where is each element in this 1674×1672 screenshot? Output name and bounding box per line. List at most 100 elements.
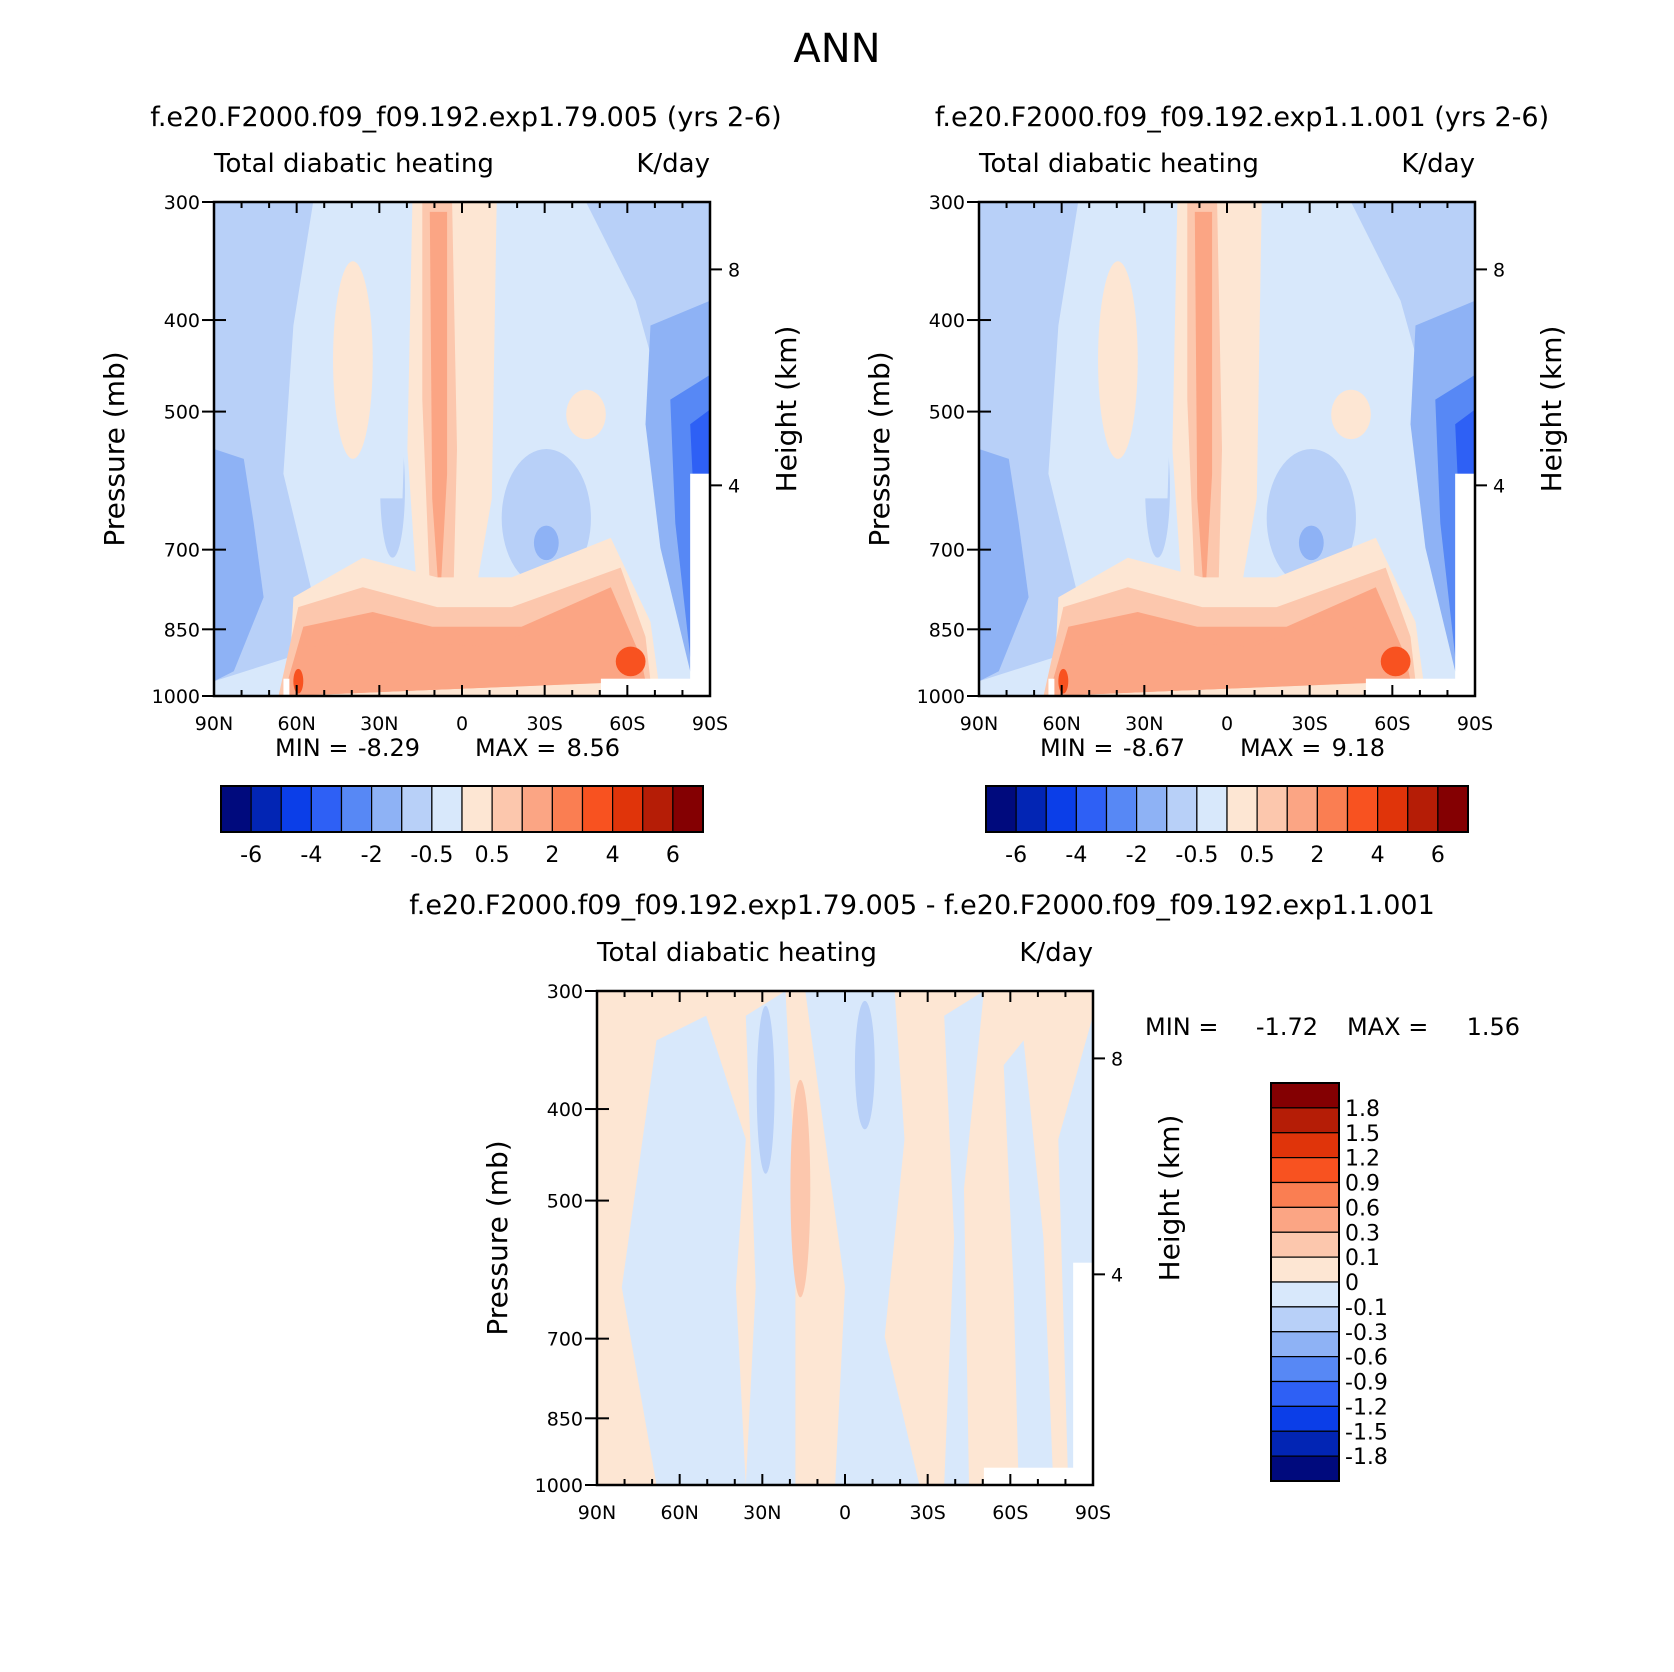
x-tick-label: 60N: [660, 1502, 698, 1524]
height-tick-label: 4: [1493, 475, 1505, 497]
colorbar-box: [431, 785, 463, 833]
chart-title: Total diabatic heating: [596, 938, 877, 968]
x-tick-label: 60S: [992, 1502, 1028, 1524]
sh-subtropic-cooling: [1266, 448, 1356, 588]
diff-warm-core: [790, 1079, 811, 1298]
colorbar-box: [1270, 1107, 1340, 1134]
x-tick-label: 30S: [1292, 713, 1328, 735]
y-tick-label: 1000: [535, 1475, 583, 1497]
colorbar-box: [1226, 785, 1258, 833]
y-tick-label: 300: [164, 192, 200, 214]
x-tick-label: 30N: [743, 1502, 781, 1524]
colorbar-label: -1.2: [1345, 1395, 1388, 1420]
y-axis-label: Pressure (mb): [481, 1140, 514, 1335]
missing-region: [1455, 473, 1475, 696]
colorbar-box: [1377, 785, 1409, 833]
nh-mid-warming: [333, 261, 373, 459]
x-tick-label: 30N: [1125, 713, 1163, 735]
colorbar-box: [371, 785, 403, 833]
x-tick-label: 0: [839, 1502, 851, 1524]
colorbar-box: [1256, 785, 1288, 833]
colorbar-label: 1.5: [1345, 1122, 1380, 1147]
y-tick-label: 850: [929, 619, 965, 641]
colorbar-label: -0.6: [1345, 1346, 1388, 1371]
run-title: f.e20.F2000.f09_f09.192.exp1.79.005 - f.…: [409, 890, 1435, 921]
pbl-max-nh: [1058, 668, 1069, 694]
diff-cool-core: [854, 1000, 875, 1130]
sh-subtropic-core: [533, 525, 559, 561]
x-tick-label: 60N: [277, 713, 315, 735]
colorbar-box: [491, 785, 523, 833]
contour-field: [979, 202, 1475, 696]
max-label: MAX =: [1240, 734, 1321, 762]
colorbar-box: [1270, 1331, 1340, 1358]
colorbar-label: -0.5: [410, 843, 453, 868]
run-title: f.e20.F2000.f09_f09.192.exp1.1.001 (yrs …: [935, 102, 1549, 133]
colorbar-box: [1286, 785, 1318, 833]
chart-title: Total diabatic heating: [978, 149, 1259, 179]
colorbar-label: 2: [545, 843, 559, 868]
colorbar-box: [1015, 785, 1047, 833]
colorbar-label: -1.5: [1345, 1420, 1388, 1445]
run-title: f.e20.F2000.f09_f09.192.exp1.79.005 (yrs…: [150, 102, 781, 133]
min-value: -8.67: [1123, 734, 1185, 762]
colorbar-label: -0.5: [1175, 843, 1218, 868]
colorbar-label: -1.8: [1345, 1445, 1388, 1470]
colorbar-label: 0: [1345, 1271, 1359, 1296]
max-label: MAX =: [1347, 1013, 1428, 1041]
panel-1: f.e20.F2000.f09_f09.192.exp1.79.005 (yrs…: [98, 102, 803, 868]
colorbar-box: [1270, 1281, 1340, 1308]
colorbar-box: [1270, 1181, 1340, 1208]
colorbar-box: [1270, 1306, 1340, 1333]
units-label: K/day: [1401, 149, 1475, 179]
units-label: K/day: [1019, 938, 1093, 968]
colorbar-box: [551, 785, 584, 833]
colorbar-frame: [1270, 1082, 1340, 1482]
x-tick-label: 30S: [527, 713, 563, 735]
colorbar-box: [310, 785, 343, 833]
contour-field: [214, 202, 710, 696]
y-axis-label: Pressure (mb): [98, 351, 131, 546]
x-tick-label: 30N: [360, 713, 398, 735]
y-axis-label-right: Height (km): [1153, 1115, 1186, 1282]
colorbar-box: [1437, 785, 1469, 833]
y-tick-label: 1000: [917, 686, 965, 708]
nh-cooling-core: [214, 449, 264, 682]
missing-region: [1073, 1262, 1093, 1485]
colorbar-label: -4: [300, 843, 322, 868]
diff-cool-region: [621, 1015, 746, 1485]
colorbar-box: [461, 785, 493, 833]
diff-cool-core: [756, 1005, 775, 1174]
x-tick-label: 30S: [910, 1502, 946, 1524]
y-tick-label: 400: [547, 1099, 583, 1121]
x-tick-label: 90N: [960, 713, 998, 735]
y-tick-label: 700: [164, 540, 200, 562]
x-tick-label: 90S: [1457, 713, 1493, 735]
nh-mid-warming: [1098, 261, 1138, 459]
colorbar-box: [521, 785, 553, 833]
colorbar-box: [1270, 1256, 1340, 1283]
y-tick-label: 500: [929, 402, 965, 424]
colorbar-box: [1270, 1132, 1340, 1159]
colorbar-box: [1270, 1405, 1340, 1432]
colorbar-label: -0.9: [1345, 1371, 1388, 1396]
colorbar-box: [1270, 1430, 1340, 1457]
y-tick-label: 700: [547, 1329, 583, 1351]
colorbar-box: [401, 785, 433, 833]
colorbar-label: -0.1: [1345, 1296, 1388, 1321]
missing-region: [1048, 678, 1055, 696]
sh-subtropic-core: [1298, 525, 1324, 561]
colorbar-box: [1270, 1455, 1340, 1482]
colorbar-box: [1166, 785, 1198, 833]
colorbar: -6 -4 -2 -0.5 0.5 2 4 6: [985, 785, 1469, 868]
colorbar-frame: [220, 785, 704, 833]
colorbar-box: [1407, 785, 1439, 833]
diff-cool-region: [805, 991, 920, 1485]
colorbar-label: 0.9: [1345, 1172, 1380, 1197]
colorbar-label: 1.8: [1345, 1097, 1380, 1122]
y-tick-label: 500: [164, 402, 200, 424]
y-axis-label-right: Height (km): [770, 326, 803, 493]
y-tick-label: 400: [164, 310, 200, 332]
min-label: MIN =: [1040, 734, 1113, 762]
x-tick-label: 90N: [578, 1502, 616, 1524]
